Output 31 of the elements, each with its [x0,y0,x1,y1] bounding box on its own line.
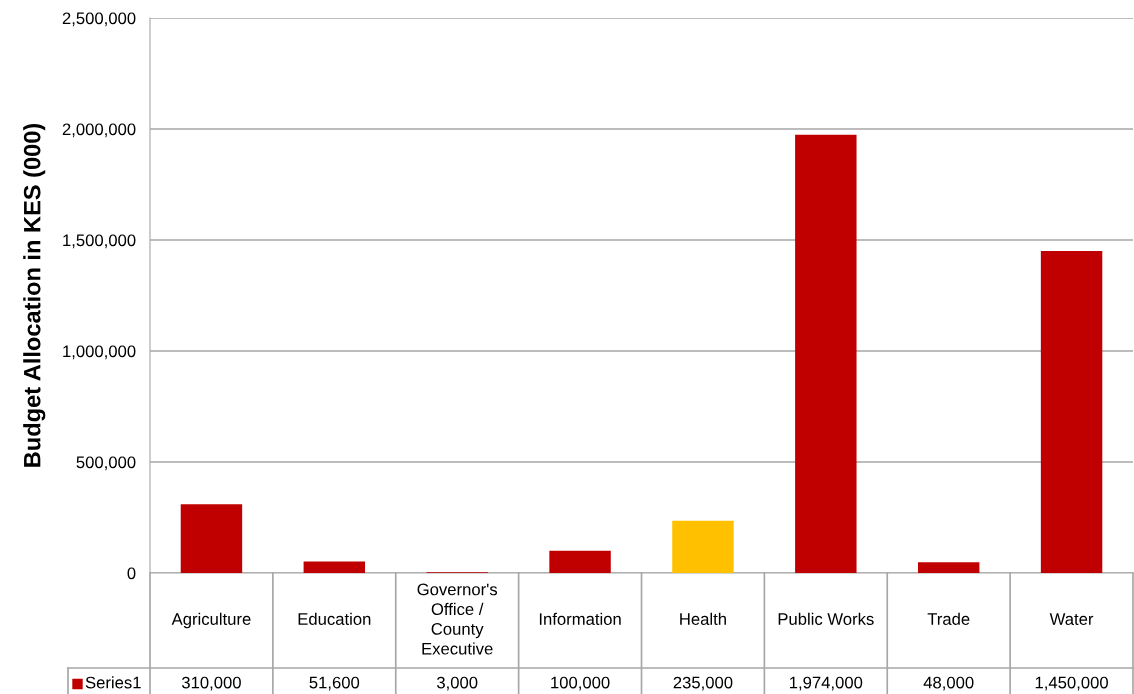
legend-label: Series1 [85,676,141,689]
y-tick-label: 0 [127,567,136,580]
bar [917,562,980,573]
y-tick-label: 2,000,000 [62,123,136,138]
x-tick-label: Health [680,612,726,625]
y-tick-label: 500,000 [76,456,136,471]
x-tick-label: Agriculture [171,612,251,629]
bar [303,561,366,573]
bar [672,520,734,573]
x-tick-label: Water [1049,613,1094,625]
bar [795,134,857,573]
x-tick-label: Governor's Office / County Executive [417,583,498,655]
y-tick-label: 1,500,000 [63,234,136,249]
x-tick-label: Trade [927,612,970,625]
x-tick-label: Public Works [778,612,874,625]
x-tick-label: Education [298,612,371,625]
bar [1040,251,1103,573]
y-tick-label: 2,500,000 [62,12,136,27]
data-label: 310,000 [181,676,241,691]
bar [549,550,611,573]
data-label: 48,000 [923,676,974,691]
data-label: 3,000 [436,676,478,691]
data-label: 235,000 [673,676,733,691]
data-label: 100,000 [551,676,610,691]
bar [180,504,243,573]
data-label: 1,974,000 [790,676,863,691]
data-label: 51,600 [309,676,360,691]
data-label: 1,450,000 [1035,676,1108,691]
y-tick-label: 1,000,000 [63,345,136,360]
y-axis-title: Budget Allocation in KES (000) [23,123,46,467]
x-tick-label: Information [539,612,621,625]
